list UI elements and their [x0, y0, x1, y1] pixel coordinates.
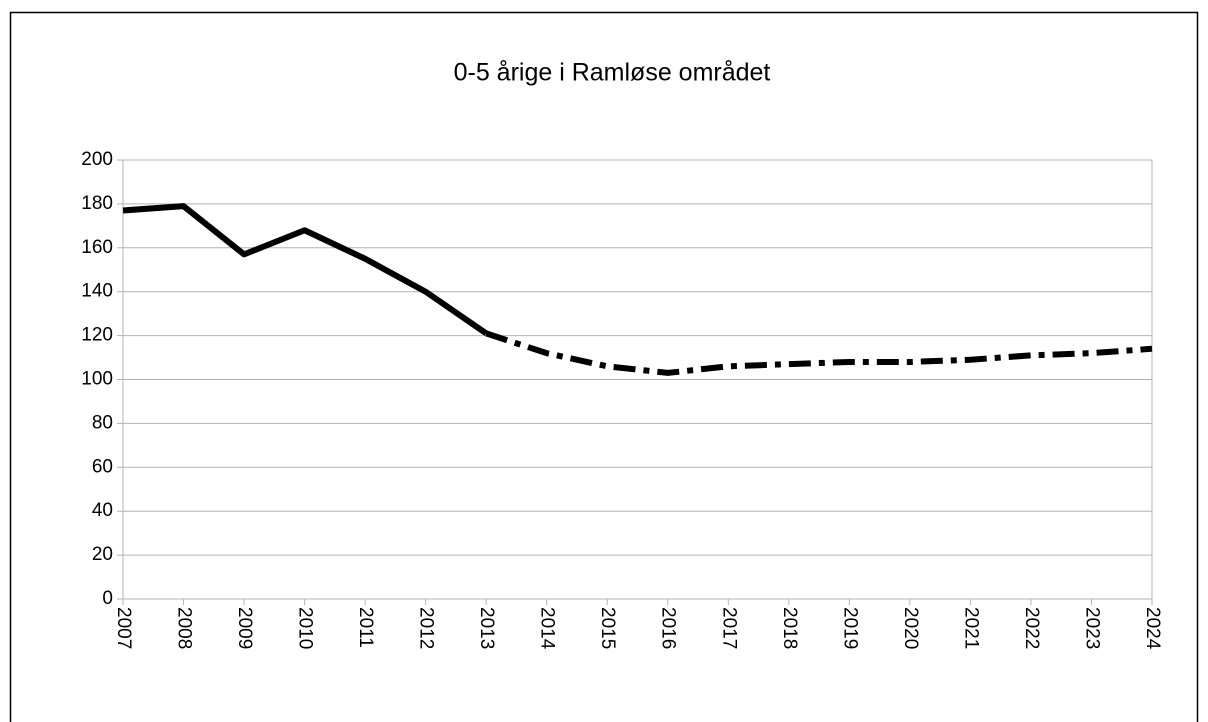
x-tick-label: 2011 [355, 607, 376, 648]
y-tick-label: 80 [92, 412, 113, 433]
x-tick-label: 2020 [900, 607, 921, 649]
x-tick-label: 2013 [476, 607, 497, 649]
x-tick-label: 2010 [295, 607, 316, 649]
x-tick-label: 2022 [1021, 607, 1042, 649]
x-tick-label: 2019 [839, 607, 860, 649]
line-series [485, 330, 1153, 376]
y-tick-label: 0 [102, 588, 113, 609]
y-tick-label: 100 [81, 369, 113, 390]
x-tick-label: 2018 [779, 607, 800, 649]
y-tick-label: 160 [81, 237, 113, 258]
y-tick-label: 120 [81, 325, 113, 346]
chart-title: 0-5 årige i Ramløse området [454, 59, 771, 87]
y-tick-label: 180 [81, 193, 113, 214]
x-tick-label: 2009 [234, 607, 255, 649]
x-tick-label: 2024 [1142, 607, 1163, 650]
line-series [122, 203, 488, 336]
y-tick-label: 140 [81, 281, 113, 302]
y-tick-label: 60 [92, 456, 113, 477]
x-tick-label: 2016 [658, 607, 679, 649]
x-tick-label: 2012 [416, 607, 437, 649]
x-tick-label: 2008 [174, 607, 195, 649]
y-tick-label: 200 [81, 149, 113, 170]
x-tick-label: 2014 [537, 607, 558, 650]
x-tick-label: 2023 [1081, 607, 1102, 649]
x-tick-label: 2021 [960, 607, 981, 649]
y-tick-label: 40 [92, 500, 113, 521]
y-tick-label: 20 [92, 544, 113, 565]
x-tick-label: 2017 [718, 607, 739, 649]
x-tick-label: 2007 [113, 607, 134, 649]
x-tick-label: 2015 [597, 607, 618, 649]
